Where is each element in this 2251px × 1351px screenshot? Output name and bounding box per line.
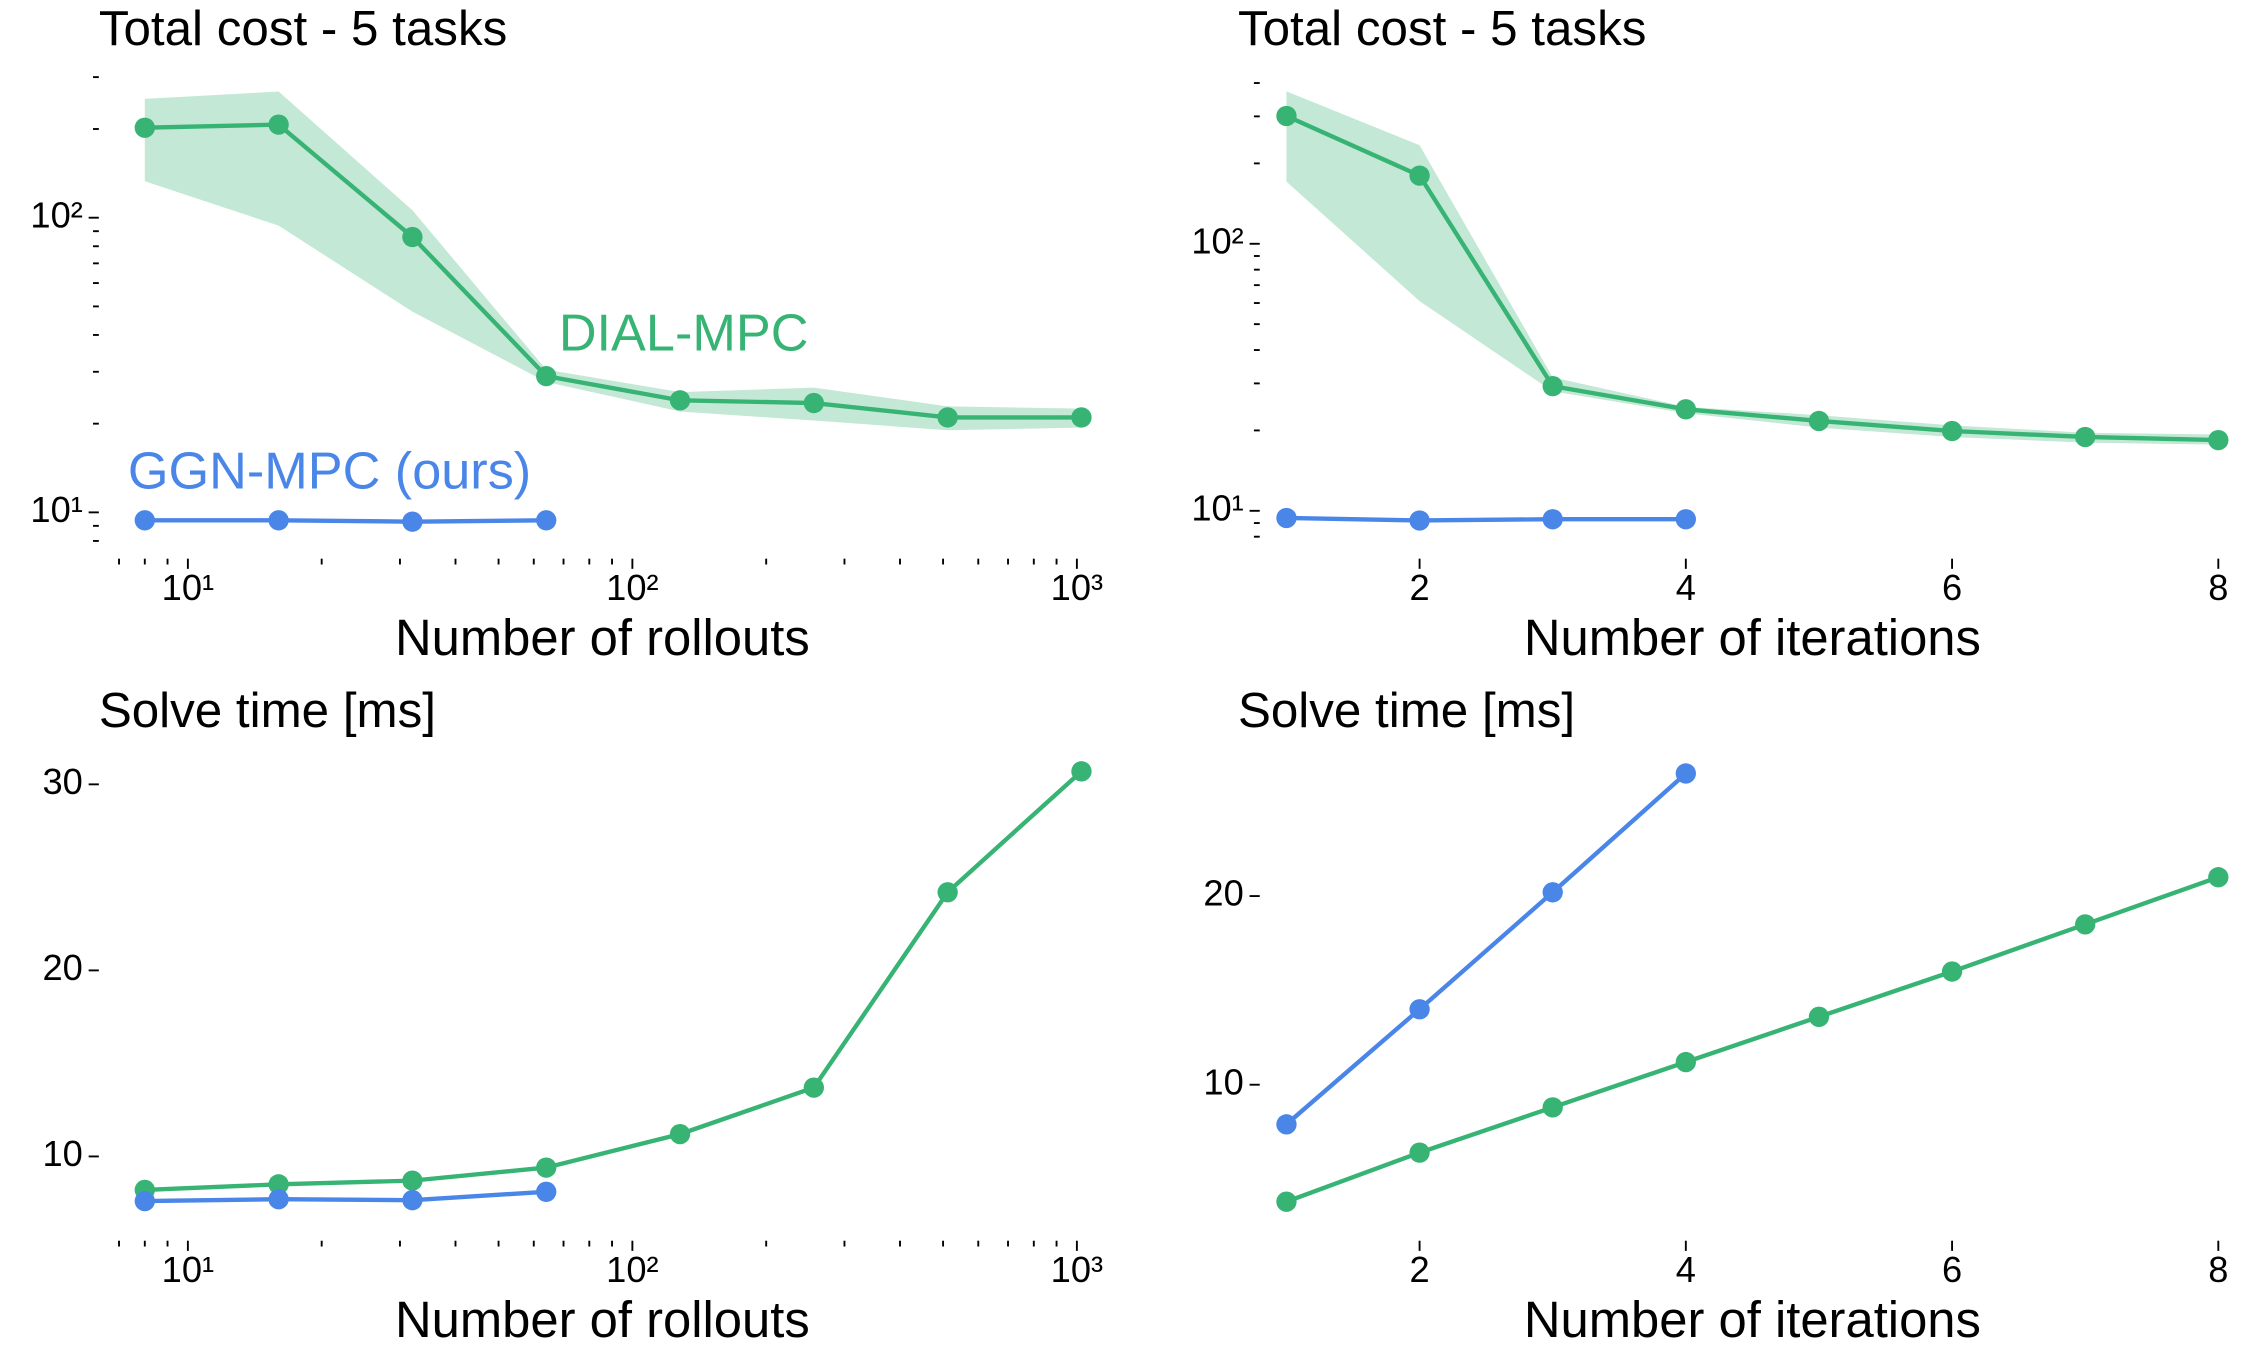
data-point <box>1276 1191 1297 1212</box>
series-line <box>144 518 547 524</box>
data-point <box>669 390 691 411</box>
subplot-title: Solve time [ms] <box>1238 683 1575 738</box>
data-point <box>2208 429 2229 451</box>
data-point <box>1542 882 1563 903</box>
series-line <box>144 122 1082 420</box>
subplot: Solve time [ms] Number of iterations 2 4 6 8 1… <box>1203 683 2229 1348</box>
data-point <box>1675 1051 1696 1073</box>
annotation: GGN-MPC (ours) <box>128 442 531 500</box>
confidence-band <box>1286 91 2219 445</box>
data-point <box>1276 507 1297 529</box>
data-point <box>669 1123 691 1145</box>
x-tick-label: 10³ <box>1051 1249 1103 1290</box>
x-axis-label: Number of rollouts <box>395 609 810 666</box>
data-point <box>1675 399 1696 420</box>
data-point <box>402 511 423 532</box>
annotation: DIAL-MPC <box>559 304 809 362</box>
x-tick-label: 2 <box>1409 1249 1429 1290</box>
data-point <box>2075 914 2096 935</box>
subplot-title: Total cost - 5 tasks <box>1238 1 1646 56</box>
data-point <box>1409 999 1430 1020</box>
x-tick-label: 10¹ <box>162 567 214 608</box>
data-point <box>1542 1097 1563 1118</box>
data-point <box>536 1157 557 1178</box>
data-point <box>268 1174 289 1195</box>
data-point <box>1409 165 1430 186</box>
y-tick-label: 10¹ <box>1191 487 1243 528</box>
data-point <box>1542 375 1563 397</box>
x-tick-label: 10² <box>606 1249 658 1290</box>
series-line <box>1285 771 1688 1126</box>
y-tick-label: 10 <box>43 1133 83 1174</box>
data-point <box>803 1077 825 1098</box>
subplot-title: Total cost - 5 tasks <box>99 1 507 56</box>
data-point <box>134 117 155 138</box>
data-point <box>536 365 557 387</box>
x-axis-label: Number of iterations <box>1524 609 1981 666</box>
data-point <box>268 1189 289 1210</box>
data-point <box>402 1189 423 1211</box>
y-tick-label: 10 <box>1203 1061 1243 1102</box>
data-point <box>1276 1114 1297 1135</box>
x-tick-label: 4 <box>1676 1249 1696 1290</box>
x-tick-label: 10² <box>606 567 658 608</box>
data-point <box>268 114 289 135</box>
data-point <box>1071 761 1092 782</box>
x-axis-label: Number of iterations <box>1524 1291 1981 1348</box>
x-tick-label: 10³ <box>1051 567 1103 608</box>
x-tick-label: 4 <box>1676 567 1696 608</box>
x-tick-label: 8 <box>2208 1249 2228 1290</box>
series-line <box>144 769 1083 1193</box>
data-point <box>937 882 958 903</box>
y-tick-label: 10² <box>30 194 82 235</box>
data-point <box>402 1170 423 1191</box>
data-point <box>1276 105 1297 127</box>
subplot: Total cost - 5 tasks Number of iterations… <box>1191 1 2229 666</box>
data-point <box>1808 410 1830 432</box>
data-point <box>2075 426 2096 448</box>
data-point <box>134 1190 155 1212</box>
data-point <box>1409 1142 1430 1163</box>
x-tick-label: 10¹ <box>162 1249 214 1290</box>
data-point <box>1542 509 1563 530</box>
x-tick-label: 8 <box>2208 567 2228 608</box>
data-point <box>937 407 958 428</box>
data-point <box>1675 763 1696 784</box>
data-point <box>402 226 423 248</box>
data-point <box>536 510 557 531</box>
data-point <box>803 392 825 414</box>
data-point <box>268 510 289 531</box>
series-line <box>1286 515 1686 523</box>
data-point <box>1675 509 1696 530</box>
data-point <box>1941 961 1963 982</box>
y-tick-label: 10² <box>1191 220 1243 261</box>
data-point <box>1071 407 1092 428</box>
y-tick-label: 20 <box>43 947 83 988</box>
x-axis-label: Number of rollouts <box>395 1291 810 1348</box>
data-point <box>536 1181 557 1202</box>
y-tick-label: 30 <box>43 761 83 802</box>
data-point <box>1409 510 1430 531</box>
subplot-title: Solve time [ms] <box>99 683 436 738</box>
subplot: Solve time [ms] Number of rollouts 10¹ 10² 1… <box>43 683 1104 1348</box>
x-tick-label: 2 <box>1409 567 1429 608</box>
series-line <box>1285 114 2219 443</box>
x-tick-label: 6 <box>1942 1249 1962 1290</box>
y-tick-label: 20 <box>1203 873 1243 914</box>
y-tick-label: 10¹ <box>30 489 82 530</box>
data-point <box>1941 420 1963 442</box>
series-line <box>144 1189 547 1204</box>
data-point <box>134 510 155 531</box>
data-point <box>1808 1006 1830 1027</box>
data-point <box>2208 867 2229 888</box>
series-line <box>1285 875 2220 1204</box>
confidence-band <box>144 91 1082 431</box>
x-tick-label: 6 <box>1942 567 1962 608</box>
